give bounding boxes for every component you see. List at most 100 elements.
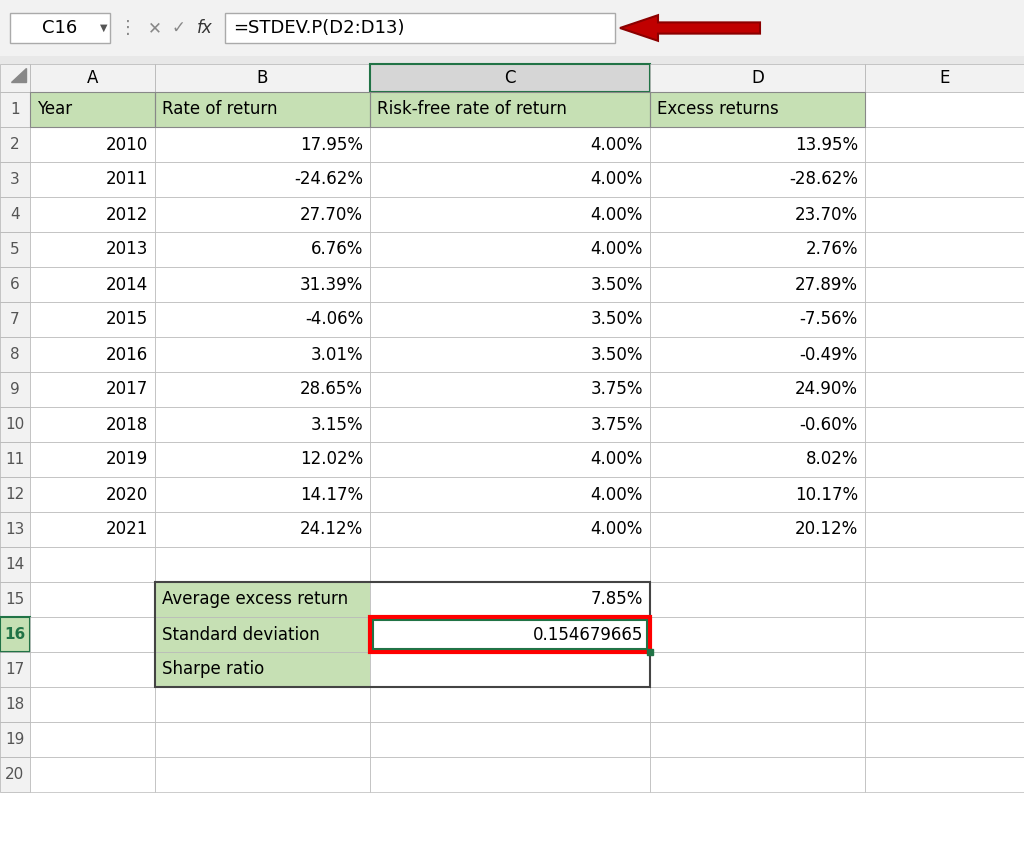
Text: 3.50%: 3.50% [591, 276, 643, 294]
Bar [0, 92, 30, 127]
Bar [650, 722, 865, 757]
Bar [155, 442, 370, 477]
Bar [155, 92, 370, 127]
Bar [650, 267, 865, 302]
Bar [30, 92, 155, 127]
Bar [370, 92, 650, 127]
Bar [0, 302, 30, 337]
Text: 10.17%: 10.17% [795, 486, 858, 504]
Text: 27.89%: 27.89% [795, 276, 858, 294]
Bar [30, 92, 155, 127]
Text: 31.39%: 31.39% [300, 276, 362, 294]
Text: 17.95%: 17.95% [300, 136, 362, 154]
Bar [370, 722, 650, 757]
FancyBboxPatch shape [225, 13, 615, 43]
Bar [865, 547, 1024, 582]
Text: 3.15%: 3.15% [310, 416, 362, 434]
Bar [30, 477, 155, 512]
Bar [650, 92, 865, 127]
FancyBboxPatch shape [10, 13, 110, 43]
Bar [370, 757, 650, 792]
Text: 11: 11 [5, 452, 25, 467]
Text: 2010: 2010 [105, 136, 148, 154]
Text: 4.00%: 4.00% [591, 206, 643, 224]
Text: 2014: 2014 [105, 276, 148, 294]
Text: B: B [257, 69, 268, 87]
Bar [865, 232, 1024, 267]
Bar [370, 652, 650, 687]
Text: 4.00%: 4.00% [591, 136, 643, 154]
Bar [865, 127, 1024, 162]
Text: 6.76%: 6.76% [310, 240, 362, 258]
Bar [370, 197, 650, 232]
Bar [370, 547, 650, 582]
Text: 3.75%: 3.75% [591, 380, 643, 398]
Text: 13: 13 [5, 522, 25, 537]
Bar [0, 372, 30, 407]
Bar [650, 232, 865, 267]
Bar [155, 722, 370, 757]
Bar [0, 617, 30, 652]
Bar [0, 267, 30, 302]
Bar [647, 649, 653, 655]
Bar [0, 547, 30, 582]
Text: 0.154679665: 0.154679665 [532, 626, 643, 644]
Bar [865, 582, 1024, 617]
Bar [650, 64, 865, 92]
Bar [0, 512, 30, 547]
Text: 5: 5 [10, 242, 19, 257]
Text: Year: Year [37, 100, 72, 118]
Bar [155, 92, 370, 127]
Bar [650, 582, 865, 617]
Text: 18: 18 [5, 697, 25, 712]
Bar [370, 582, 650, 617]
Text: 2021: 2021 [105, 520, 148, 538]
Text: 17: 17 [5, 662, 25, 677]
Bar [650, 477, 865, 512]
Bar [650, 162, 865, 197]
Text: 23.70%: 23.70% [795, 206, 858, 224]
Text: 4.00%: 4.00% [591, 240, 643, 258]
Bar [370, 232, 650, 267]
Bar [30, 162, 155, 197]
Bar [30, 197, 155, 232]
Bar [30, 64, 155, 92]
Text: 1: 1 [10, 102, 19, 117]
Bar [865, 512, 1024, 547]
Bar [155, 337, 370, 372]
Bar [865, 64, 1024, 92]
Bar [0, 652, 30, 687]
Text: Average excess return: Average excess return [162, 590, 348, 608]
Bar [155, 687, 370, 722]
Bar [650, 127, 865, 162]
Bar [370, 64, 650, 92]
Bar [370, 127, 650, 162]
Text: -0.60%: -0.60% [800, 416, 858, 434]
Bar [0, 232, 30, 267]
Bar [650, 92, 865, 127]
Text: Risk-free rate of return: Risk-free rate of return [377, 100, 567, 118]
Bar [0, 64, 30, 92]
Text: 24.90%: 24.90% [795, 380, 858, 398]
Bar [650, 757, 865, 792]
Text: -4.06%: -4.06% [305, 310, 362, 328]
Bar [370, 442, 650, 477]
Bar [0, 722, 30, 757]
Bar [650, 547, 865, 582]
Bar [650, 617, 865, 652]
Bar [373, 620, 647, 649]
Bar [865, 652, 1024, 687]
Bar [370, 617, 650, 652]
Text: Sharpe ratio: Sharpe ratio [162, 660, 264, 678]
Text: Standard deviation: Standard deviation [162, 626, 319, 644]
Bar [155, 617, 370, 652]
Bar [155, 652, 370, 687]
Text: ✕: ✕ [148, 19, 162, 37]
Text: 3.01%: 3.01% [310, 346, 362, 364]
Text: 8.02%: 8.02% [806, 450, 858, 468]
Text: Excess returns: Excess returns [657, 100, 778, 118]
Bar [370, 372, 650, 407]
Bar [370, 477, 650, 512]
Bar [155, 512, 370, 547]
Text: C16: C16 [42, 19, 78, 37]
